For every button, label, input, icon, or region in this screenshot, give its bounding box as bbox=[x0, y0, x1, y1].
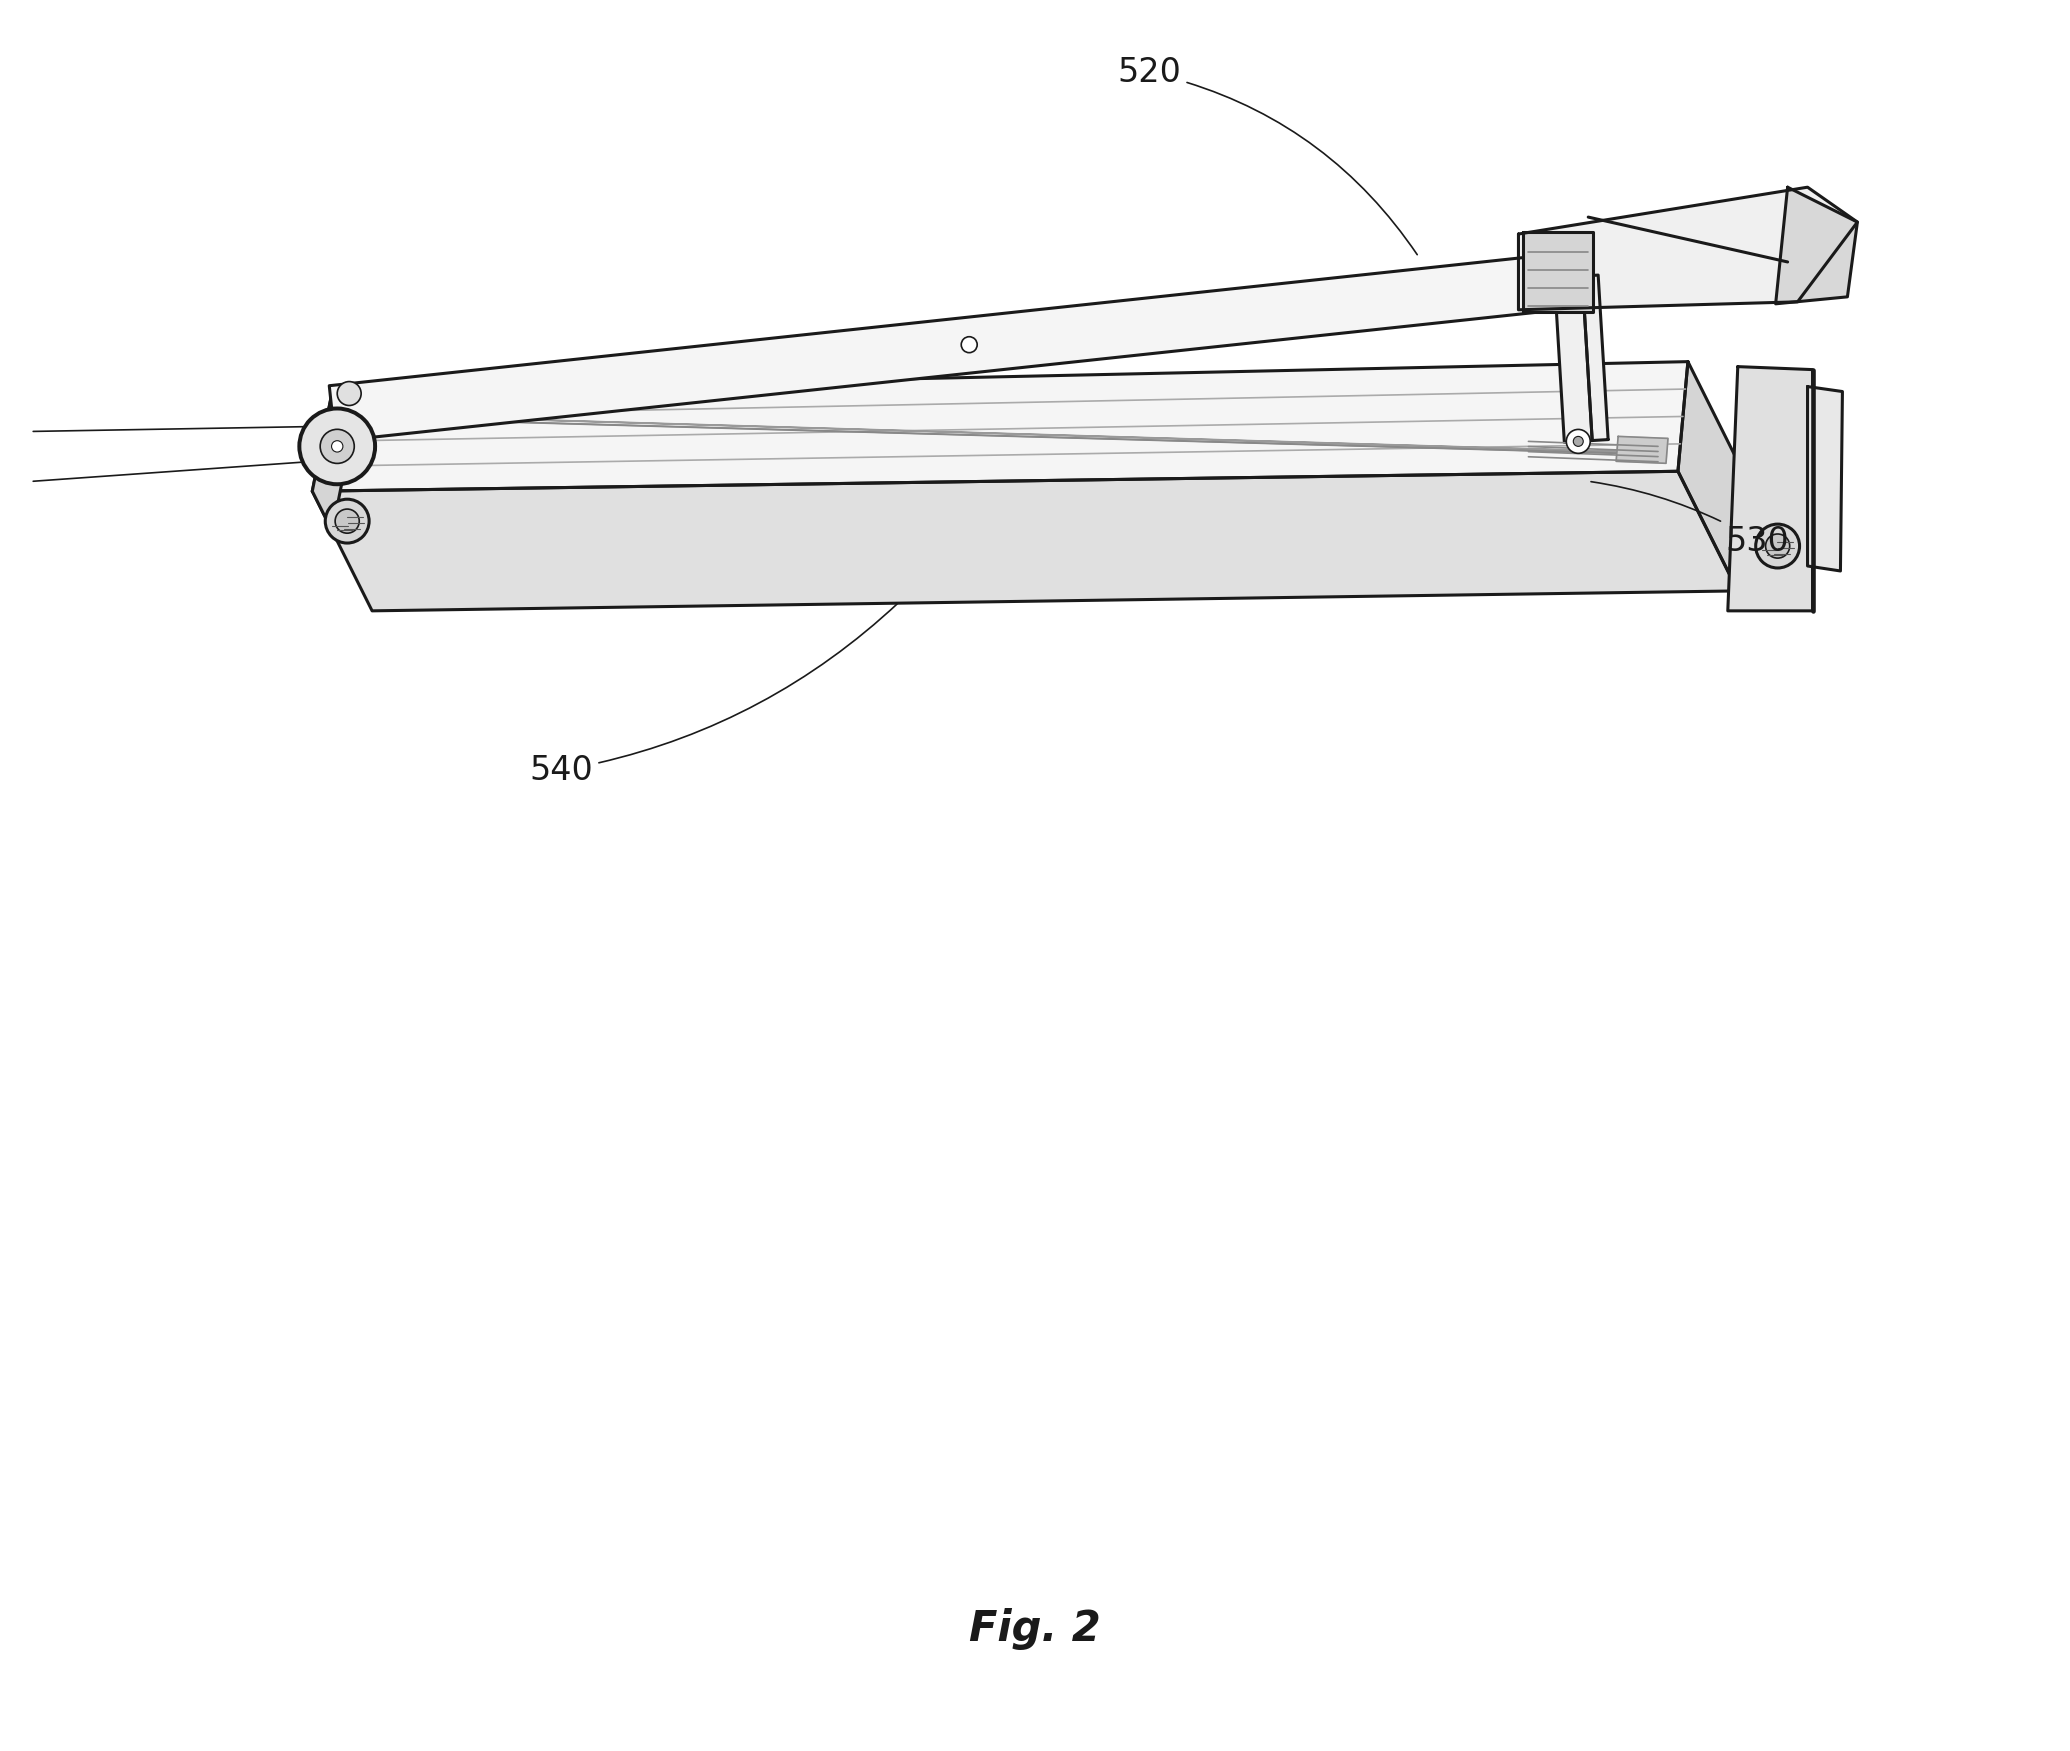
Circle shape bbox=[337, 382, 360, 406]
Circle shape bbox=[1573, 436, 1584, 447]
Polygon shape bbox=[1617, 436, 1668, 464]
Polygon shape bbox=[329, 254, 1561, 441]
Text: 540: 540 bbox=[530, 602, 898, 786]
Text: 520: 520 bbox=[1118, 56, 1418, 254]
Text: 530: 530 bbox=[1592, 482, 1791, 557]
Polygon shape bbox=[1581, 275, 1608, 441]
Polygon shape bbox=[1555, 277, 1592, 443]
Polygon shape bbox=[1679, 362, 1747, 590]
Polygon shape bbox=[1807, 387, 1842, 571]
Polygon shape bbox=[1776, 187, 1857, 305]
Circle shape bbox=[321, 429, 354, 464]
Circle shape bbox=[325, 499, 368, 543]
Polygon shape bbox=[1519, 187, 1857, 310]
Circle shape bbox=[300, 408, 375, 485]
Polygon shape bbox=[313, 362, 1687, 492]
Circle shape bbox=[1755, 524, 1799, 567]
Circle shape bbox=[331, 441, 344, 452]
Circle shape bbox=[335, 510, 360, 534]
Circle shape bbox=[1567, 429, 1590, 454]
Circle shape bbox=[960, 336, 977, 352]
Polygon shape bbox=[313, 471, 1737, 611]
Text: Fig. 2: Fig. 2 bbox=[969, 1607, 1101, 1649]
Polygon shape bbox=[1728, 366, 1813, 611]
Polygon shape bbox=[412, 417, 1619, 452]
Polygon shape bbox=[313, 392, 352, 531]
Polygon shape bbox=[1524, 233, 1594, 312]
Circle shape bbox=[1766, 534, 1791, 559]
